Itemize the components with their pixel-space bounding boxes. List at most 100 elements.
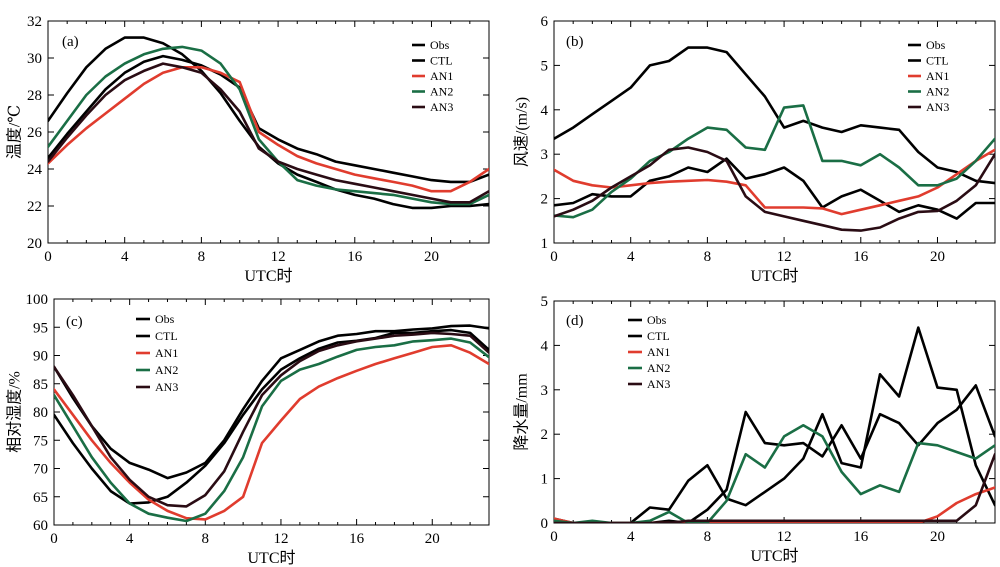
x-axis-title: UTC时 (247, 549, 295, 567)
series-group (54, 324, 489, 523)
series-line-obs (48, 36, 489, 210)
y-tick-label: 26 (27, 125, 43, 141)
x-axis-title: UTC时 (244, 267, 292, 285)
y-tick-label: 6 (541, 14, 549, 30)
x-tick-label: 0 (50, 531, 58, 547)
x-axis-title: UTC时 (750, 547, 798, 565)
y-tick-label: 2 (541, 427, 549, 443)
series-line-an3 (54, 331, 489, 508)
x-tick-label: 8 (704, 529, 712, 545)
x-tick-label: 12 (777, 249, 792, 265)
x-tick-label: 20 (930, 249, 945, 265)
y-tick-label: 60 (33, 518, 48, 534)
y-tick-label: 32 (27, 14, 42, 30)
x-tick-label: 12 (777, 529, 792, 545)
y-axis-title: 降水量/mm (513, 373, 531, 451)
x-tick-label: 16 (347, 249, 363, 265)
plot-frame (553, 20, 996, 244)
x-tick-label: 8 (704, 249, 712, 265)
x-tick-label: 8 (202, 531, 210, 547)
series-group (554, 326, 995, 523)
panel-label: (a) (62, 34, 79, 50)
legend-label: AN3 (647, 377, 670, 391)
y-axis-title: 温度/℃ (6, 105, 24, 159)
legend-label: AN1 (647, 345, 670, 359)
series-group (554, 46, 995, 232)
legend-label: AN3 (155, 380, 178, 394)
legend-label: AN1 (926, 69, 949, 83)
x-tick-label: 0 (550, 529, 558, 545)
legend-label: AN2 (430, 85, 453, 99)
plot-frame (47, 20, 490, 244)
legend-label: AN2 (647, 361, 670, 375)
y-tick-label: 70 (33, 462, 48, 478)
y-tick-label: 22 (27, 199, 42, 215)
series-line-an3 (554, 146, 995, 232)
x-tick-label: 4 (627, 529, 635, 545)
panel-label: (b) (566, 34, 584, 50)
series-line-obs (54, 324, 489, 480)
legend-label: AN1 (430, 69, 453, 83)
y-tick-label: 28 (27, 88, 42, 104)
y-tick-label: 1 (541, 236, 549, 252)
x-tick-label: 0 (550, 249, 558, 265)
series-line-ctl (48, 54, 489, 184)
chart-panel-c: 0 4 8 12 16 20 60 65 70 75 80 85 90 95 100 UTC时 相对湿度/% (c… (6, 292, 490, 567)
y-tick-label: 4 (541, 103, 549, 119)
series-line-an1 (554, 148, 995, 216)
y-tick-label: 85 (33, 377, 48, 393)
x-tick-label: 16 (853, 249, 869, 265)
y-tick-label: 20 (27, 236, 42, 252)
legend-label: CTL (155, 329, 178, 343)
y-tick-label: 1 (541, 472, 549, 488)
chart-panel-a: 0 4 8 12 16 20 20 22 24 26 28 30 32 UTC时 温度/℃ (a) Obs CTL… (6, 14, 490, 285)
x-tick-label: 12 (271, 249, 286, 265)
y-tick-label: 4 (541, 338, 549, 354)
x-tick-label: 0 (44, 249, 52, 265)
series-line-an1 (48, 66, 489, 193)
y-tick-label: 5 (541, 58, 549, 74)
y-tick-label: 2 (541, 192, 549, 208)
series-line-ctl (554, 157, 995, 220)
series-line-ctl (54, 328, 489, 505)
legend-label: Obs (430, 38, 450, 52)
legend-label: CTL (647, 329, 670, 343)
series-line-an1 (54, 343, 489, 521)
legend-label: Obs (647, 313, 667, 327)
legend-label: AN2 (155, 363, 178, 377)
legend-label: CTL (430, 54, 453, 68)
x-tick-label: 4 (627, 249, 635, 265)
x-tick-label: 20 (425, 531, 440, 547)
series-line-obs (554, 326, 995, 523)
series-line-an2 (554, 104, 995, 219)
y-tick-label: 95 (33, 320, 48, 336)
series-group (48, 36, 489, 210)
legend-label: CTL (926, 54, 949, 68)
panel-label: (d) (566, 313, 584, 329)
series-line-an2 (48, 45, 489, 206)
x-tick-label: 12 (273, 531, 288, 547)
panel-label: (c) (66, 314, 83, 330)
x-tick-label: 20 (930, 529, 945, 545)
x-tick-label: 16 (349, 531, 365, 547)
legend-label: Obs (155, 312, 175, 326)
x-tick-label: 20 (424, 249, 439, 265)
legend-label: AN3 (926, 100, 949, 114)
legend-label: Obs (926, 38, 946, 52)
series-line-an2 (554, 423, 995, 523)
x-tick-label: 4 (121, 249, 129, 265)
y-tick-label: 75 (33, 433, 48, 449)
plot-frame (553, 300, 996, 524)
x-tick-label: 16 (853, 529, 869, 545)
x-axis-title: UTC时 (750, 267, 798, 285)
series-line-an2 (54, 337, 489, 523)
y-tick-label: 65 (33, 490, 48, 506)
series-line-obs (554, 46, 995, 185)
x-tick-label: 4 (126, 531, 134, 547)
y-axis-title: 风速/(m/s) (513, 97, 531, 167)
x-tick-label: 8 (198, 249, 206, 265)
